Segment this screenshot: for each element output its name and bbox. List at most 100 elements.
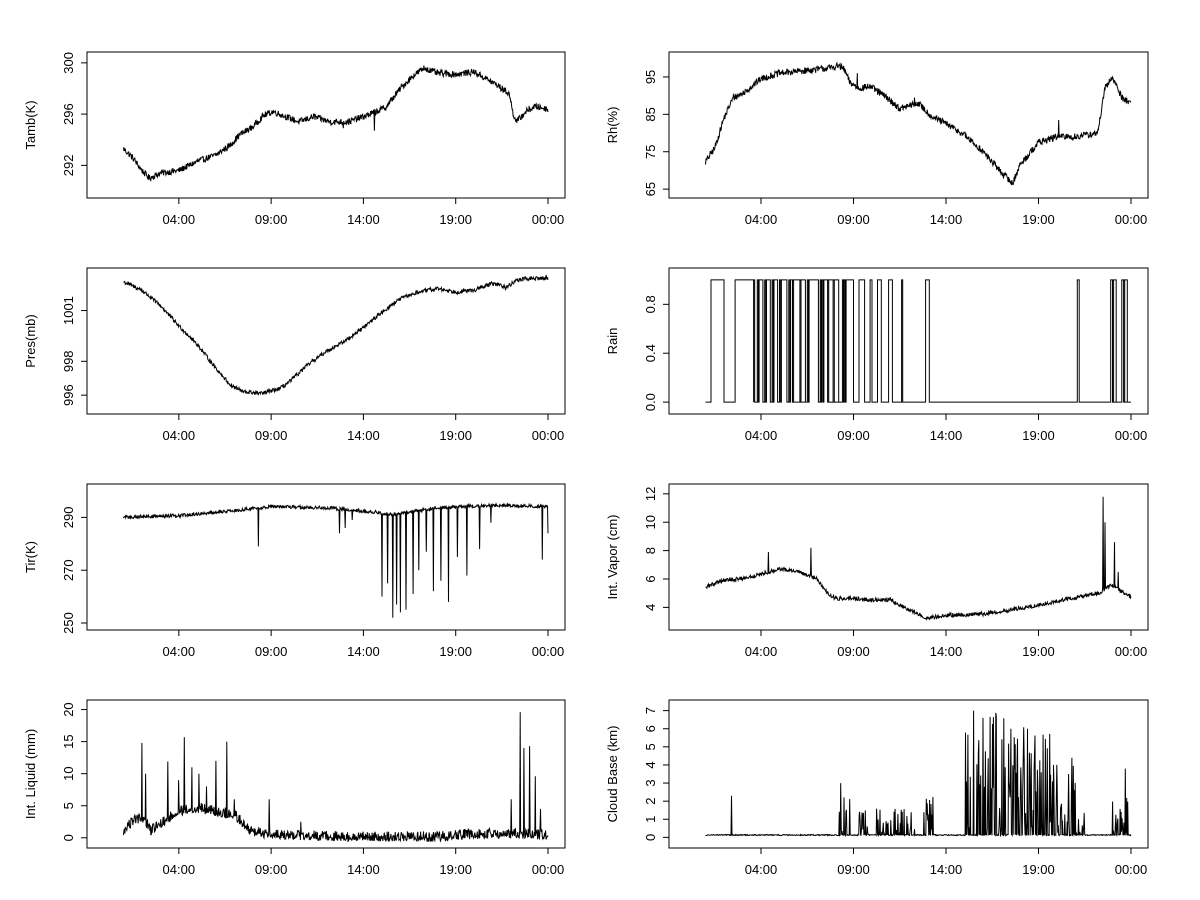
y-tick-label: 20 (61, 702, 76, 716)
x-tick-label: 14:00 (930, 212, 963, 227)
y-tick-label: 65 (643, 182, 658, 196)
y-tick-label: 15 (61, 734, 76, 748)
y-tick-label: 85 (643, 107, 658, 121)
x-tick-label: 00:00 (1115, 862, 1148, 877)
series-line (123, 65, 549, 182)
series-line (705, 496, 1132, 621)
x-tick-label: 04:00 (745, 428, 778, 443)
x-tick-label: 19:00 (1022, 428, 1055, 443)
x-tick-label: 04:00 (163, 428, 196, 443)
y-tick-label: 6 (643, 725, 658, 732)
y-tick-label: 4 (643, 761, 658, 768)
series-line (705, 279, 1131, 403)
panel-1: 04:00 09:00 14:00 19:00 00:00 65 75 85 95 Rh(%) (605, 51, 1149, 227)
x-tick-label: 09:00 (837, 644, 870, 659)
x-tick-label: 09:00 (837, 862, 870, 877)
y-tick-label: 996 (61, 384, 76, 406)
y-tick-label: 10 (61, 766, 76, 780)
y-tick-label: 998 (61, 350, 76, 372)
plot-frame (86, 267, 566, 415)
y-tick-label: 270 (61, 559, 76, 581)
x-tick-label: 09:00 (837, 428, 870, 443)
y-tick-label: 3 (643, 779, 658, 786)
x-tick-label: 09:00 (837, 212, 870, 227)
x-tick-label: 04:00 (745, 862, 778, 877)
y-tick-label: 4 (643, 604, 658, 611)
series-line (705, 61, 1132, 186)
x-tick-label: 09:00 (255, 862, 288, 877)
plot-frame (668, 699, 1149, 849)
y-tick-label: 0.0 (643, 393, 658, 411)
x-tick-label: 04:00 (745, 644, 778, 659)
x-tick-label: 04:00 (163, 644, 196, 659)
x-tick-label: 09:00 (255, 644, 288, 659)
x-tick-label: 14:00 (347, 212, 380, 227)
y-tick-label: 0.8 (643, 295, 658, 313)
y-tick-label: 1 (643, 816, 658, 823)
y-axis-title: Rain (605, 328, 620, 355)
y-tick-label: 75 (643, 145, 658, 159)
y-tick-label: 0.4 (643, 344, 658, 362)
x-tick-label: 04:00 (745, 212, 778, 227)
x-tick-label: 14:00 (930, 644, 963, 659)
x-tick-label: 14:00 (930, 862, 963, 877)
x-tick-label: 09:00 (255, 212, 288, 227)
x-tick-label: 19:00 (439, 428, 472, 443)
series-line (123, 712, 549, 843)
y-tick-label: 290 (61, 507, 76, 529)
y-axis-title: Rh(%) (605, 107, 620, 144)
y-tick-label: 7 (643, 707, 658, 714)
x-tick-label: 09:00 (255, 428, 288, 443)
y-tick-label: 0 (61, 834, 76, 841)
y-tick-label: 10 (643, 515, 658, 529)
plot-frame (86, 51, 566, 199)
panel-2: 04:00 09:00 14:00 19:00 00:00 996 998 1001 Pres(… (23, 267, 566, 443)
y-tick-label: 5 (61, 802, 76, 809)
x-tick-label: 04:00 (163, 212, 196, 227)
x-tick-label: 14:00 (930, 428, 963, 443)
panel-7: 04:00 09:00 14:00 19:00 00:00 0 1 2 3 4 5 6 7 Cloud B… (605, 699, 1149, 877)
x-tick-label: 19:00 (1022, 212, 1055, 227)
y-axis-title: Pres(mb) (23, 314, 38, 367)
x-tick-label: 19:00 (439, 862, 472, 877)
x-tick-label: 00:00 (532, 644, 565, 659)
y-tick-label: 2 (643, 798, 658, 805)
x-tick-label: 19:00 (439, 212, 472, 227)
y-tick-label: 250 (61, 612, 76, 634)
y-tick-label: 6 (643, 575, 658, 582)
y-tick-label: 1001 (61, 296, 76, 325)
series-line (123, 274, 549, 396)
x-tick-label: 14:00 (347, 428, 380, 443)
y-tick-label: 12 (643, 487, 658, 501)
panel-0: 04:00 09:00 14:00 19:00 00:00 292 296 300 Tamb(K… (23, 51, 566, 227)
x-tick-label: 00:00 (532, 862, 565, 877)
x-tick-label: 19:00 (439, 644, 472, 659)
y-axis-title: Cloud Base (km) (605, 726, 620, 823)
x-tick-label: 00:00 (1115, 212, 1148, 227)
plot-frame (86, 483, 566, 631)
y-tick-label: 8 (643, 547, 658, 554)
x-tick-label: 14:00 (347, 862, 380, 877)
x-tick-label: 19:00 (1022, 644, 1055, 659)
x-tick-label: 14:00 (347, 644, 380, 659)
plot-frame (668, 267, 1149, 415)
x-tick-label: 19:00 (1022, 862, 1055, 877)
x-tick-label: 04:00 (163, 862, 196, 877)
y-tick-label: 296 (61, 103, 76, 125)
y-tick-label: 95 (643, 70, 658, 84)
panel-4: 04:00 09:00 14:00 19:00 00:00 250 270 290 Tir(K) (23, 483, 566, 659)
y-tick-label: 0 (643, 834, 658, 841)
y-axis-title: Tamb(K) (23, 100, 38, 149)
y-tick-label: 300 (61, 52, 76, 74)
plot-frame (86, 699, 566, 849)
y-axis-title: Int. Vapor (cm) (605, 514, 620, 599)
y-tick-label: 292 (61, 155, 76, 177)
panel-5: 04:00 09:00 14:00 19:00 00:00 4 6 8 10 12 Int. Vap… (605, 483, 1149, 659)
y-tick-label: 5 (643, 743, 658, 750)
panel-3: 04:00 09:00 14:00 19:00 00:00 0.0 0.4 0.8 Rain (605, 267, 1149, 443)
x-tick-label: 00:00 (532, 212, 565, 227)
y-axis-title: Tir(K) (23, 541, 38, 573)
series-line (705, 710, 1132, 838)
plot-frame (668, 483, 1149, 631)
